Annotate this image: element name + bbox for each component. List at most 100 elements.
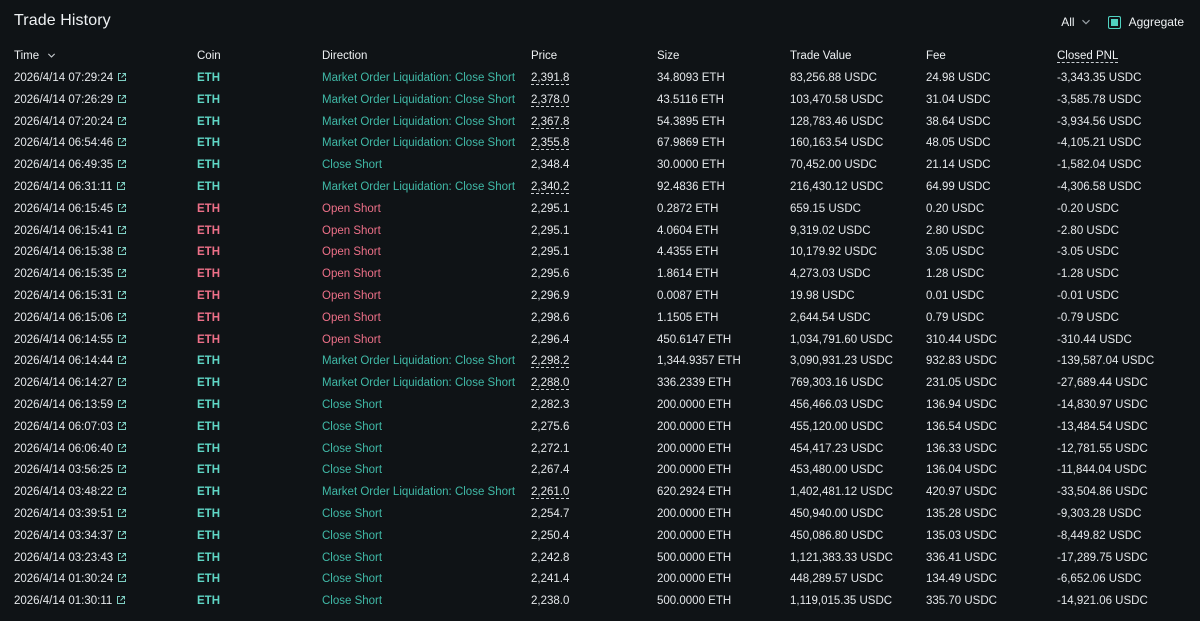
closed-pnl-cell-text: -14,921.06 USDC xyxy=(1057,595,1148,608)
price-cell-text: 2,378.0 xyxy=(531,93,570,107)
external-link-icon[interactable] xyxy=(117,352,127,365)
direction-cell-text: Close Short xyxy=(322,420,383,433)
external-link-icon[interactable] xyxy=(117,461,127,474)
price-cell[interactable]: 2,340.2 xyxy=(531,177,570,199)
external-link-icon[interactable] xyxy=(117,549,127,561)
price-cell: 2,254.7 xyxy=(531,504,569,526)
trade-value-cell: 83,256.88 USDC xyxy=(790,68,877,90)
external-link-icon[interactable] xyxy=(117,222,127,234)
external-link-icon[interactable] xyxy=(117,418,127,430)
coin-cell: ETH xyxy=(197,439,220,461)
price-cell[interactable]: 2,367.8 xyxy=(531,112,570,134)
size-cell: 450.6147 ETH xyxy=(657,330,731,352)
coin-cell-text: ETH xyxy=(197,333,220,346)
external-link-icon[interactable] xyxy=(116,592,126,605)
external-link-icon[interactable] xyxy=(117,91,127,103)
fee-cell-text: 24.98 USDC xyxy=(926,72,991,84)
external-link-icon[interactable] xyxy=(117,265,127,278)
coin-cell-text: ETH xyxy=(197,464,220,477)
table-row: 2026/4/14 07:29:24 ETH Market Order Liquid… xyxy=(0,68,1200,90)
price-cell[interactable]: 2,288.0 xyxy=(531,373,570,395)
size-cell: 30.0000 ETH xyxy=(657,155,725,177)
coin-cell: ETH xyxy=(197,90,220,112)
fee-cell: 64.99 USDC xyxy=(926,177,991,199)
size-cell-text: 200.0000 ETH xyxy=(657,573,732,586)
table-row: 2026/4/14 06:15:31 ETH Open Short 2,296.9 0.… xyxy=(0,286,1200,308)
price-cell: 2,267.4 xyxy=(531,460,569,482)
time-cell: 2026/4/14 06:14:55 xyxy=(14,330,127,352)
external-link-icon[interactable] xyxy=(116,178,126,190)
table-row: 2026/4/14 07:26:29 ETH Market Order Liquid… xyxy=(0,90,1200,112)
trade-value-cell-text: 1,121,383.33 USDC xyxy=(790,551,893,564)
direction-cell-text: Open Short xyxy=(322,202,381,215)
column-header-fee: Fee xyxy=(926,50,946,62)
filter-dropdown[interactable]: All xyxy=(1061,15,1090,29)
price-cell[interactable]: 2,355.8 xyxy=(531,133,570,155)
external-link-icon[interactable] xyxy=(117,483,127,496)
external-link-icon[interactable] xyxy=(117,287,127,299)
size-cell-text: 4.4355 ETH xyxy=(657,246,719,259)
aggregate-toggle[interactable]: Aggregate xyxy=(1107,15,1184,29)
price-cell: 2,282.3 xyxy=(531,395,569,417)
aggregate-checkbox[interactable] xyxy=(1107,15,1121,29)
external-link-icon[interactable] xyxy=(117,69,127,81)
external-link-icon[interactable] xyxy=(117,527,127,539)
column-header-time[interactable]: Time xyxy=(14,46,56,68)
fee-cell-text: 336.41 USDC xyxy=(926,551,997,564)
coin-cell: ETH xyxy=(197,133,220,155)
external-link-icon[interactable] xyxy=(117,200,127,212)
coin-cell-text: ETH xyxy=(197,486,220,499)
column-header-closed-pnl-label: Closed PNL xyxy=(1057,50,1119,63)
column-header-size: Size xyxy=(657,50,680,62)
table-row: 2026/4/14 06:14:55 ETH Open Short 2,296.4 45… xyxy=(0,330,1200,352)
closed-pnl-cell: -0.79 USDC xyxy=(1057,308,1119,330)
direction-cell-text: Close Short xyxy=(322,442,383,455)
external-link-icon[interactable] xyxy=(117,243,127,256)
external-link-icon[interactable] xyxy=(117,440,127,452)
time-cell-text: 2026/4/14 06:14:55 xyxy=(14,333,114,346)
external-link-icon[interactable] xyxy=(117,396,127,408)
fee-cell-text: 932.83 USDC xyxy=(926,355,997,368)
time-cell-text: 2026/4/14 06:14:44 xyxy=(14,355,114,368)
price-cell-text: 2,340.2 xyxy=(531,180,570,194)
price-cell[interactable]: 2,298.2 xyxy=(531,351,570,373)
direction-cell-text: Close Short xyxy=(322,507,383,520)
price-cell[interactable]: 2,378.0 xyxy=(531,90,570,112)
price-cell-text: 2,295.1 xyxy=(531,224,570,237)
time-cell: 2026/4/14 07:29:24 xyxy=(14,68,127,90)
column-header-closed-pnl[interactable]: Closed PNL xyxy=(1057,46,1119,68)
direction-cell: Open Short xyxy=(322,242,381,264)
price-cell[interactable]: 2,391.8 xyxy=(531,68,570,90)
fee-cell-text: 136.33 USDC xyxy=(926,442,997,455)
table-row: 2026/4/14 06:49:35 ETH Close Short 2,348.4 3… xyxy=(0,155,1200,177)
direction-cell: Close Short xyxy=(322,395,382,417)
table-header-row: Time Coin Direction Price Size Trade Val… xyxy=(0,46,1200,68)
fee-cell: 932.83 USDC xyxy=(926,351,997,373)
size-cell: 67.9869 ETH xyxy=(657,133,725,155)
price-cell[interactable]: 2,261.0 xyxy=(531,482,570,504)
coin-cell-text: ETH xyxy=(197,311,220,324)
external-link-icon[interactable] xyxy=(117,309,127,321)
price-cell: 2,275.6 xyxy=(531,417,569,439)
external-link-icon[interactable] xyxy=(117,113,127,125)
trade-value-cell-text: 3,090,931.23 USDC xyxy=(790,355,893,368)
time-cell-text: 2026/4/14 06:13:59 xyxy=(14,398,114,411)
fee-cell-text: 48.05 USDC xyxy=(926,137,991,150)
direction-cell: Open Short xyxy=(322,330,381,352)
external-link-icon[interactable] xyxy=(117,331,127,343)
closed-pnl-cell-text: -3.05 USDC xyxy=(1057,246,1119,259)
size-cell-text: 620.2924 ETH xyxy=(657,486,732,499)
time-cell: 2026/4/14 06:15:38 xyxy=(14,242,127,264)
fee-cell-text: 136.94 USDC xyxy=(926,398,997,411)
external-link-icon[interactable] xyxy=(117,505,127,517)
external-link-icon[interactable] xyxy=(117,134,127,147)
direction-cell-text: Market Order Liquidation: Close Short xyxy=(322,72,516,84)
external-link-icon[interactable] xyxy=(117,156,127,169)
trade-value-cell: 103,470.58 USDC xyxy=(790,90,883,112)
direction-cell-text: Market Order Liquidation: Close Short xyxy=(322,137,516,150)
size-cell: 4.4355 ETH xyxy=(657,242,718,264)
size-cell: 200.0000 ETH xyxy=(657,504,731,526)
external-link-icon[interactable] xyxy=(117,374,127,387)
external-link-icon[interactable] xyxy=(117,570,127,583)
closed-pnl-cell: -4,105.21 USDC xyxy=(1057,133,1141,155)
